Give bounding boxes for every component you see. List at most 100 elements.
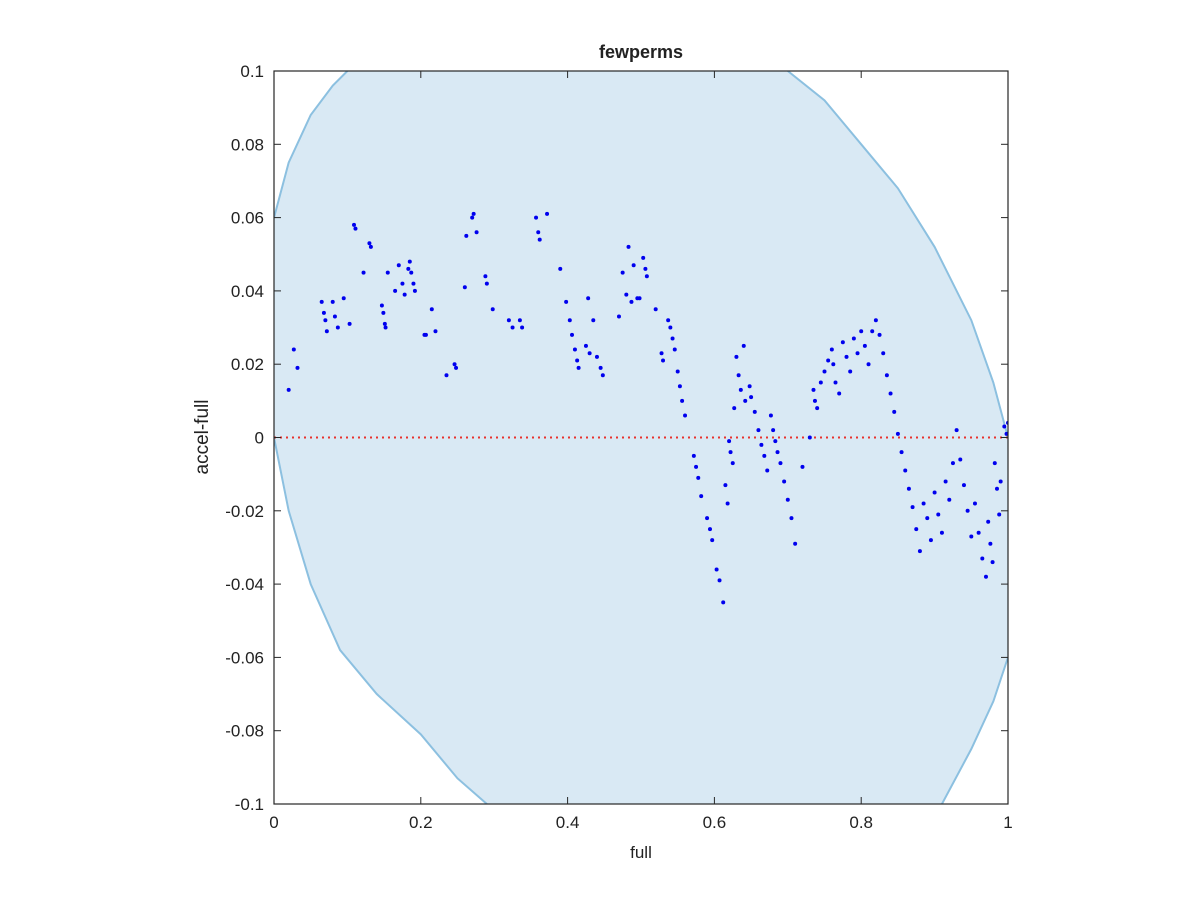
point — [347, 321, 352, 326]
point — [396, 263, 401, 268]
point — [330, 299, 335, 304]
point — [775, 450, 780, 455]
point — [768, 413, 773, 418]
point — [641, 255, 646, 260]
x-tick-label: 0.8 — [849, 813, 873, 832]
point — [696, 475, 701, 480]
point — [936, 512, 941, 517]
point — [653, 307, 658, 312]
point — [385, 270, 390, 275]
point — [379, 303, 384, 308]
point — [950, 461, 955, 466]
point — [707, 527, 712, 532]
point — [567, 318, 572, 323]
point — [600, 373, 605, 378]
point — [705, 516, 710, 521]
point — [862, 343, 867, 348]
point — [925, 516, 930, 521]
point — [352, 222, 357, 227]
point — [899, 450, 904, 455]
y-tick-label: 0 — [255, 429, 264, 448]
point — [728, 450, 733, 455]
point — [471, 211, 476, 216]
x-tick-label: 0.6 — [703, 813, 727, 832]
point — [624, 292, 629, 297]
point — [855, 351, 860, 356]
point — [866, 362, 871, 367]
point — [361, 270, 366, 275]
point — [406, 266, 411, 271]
point — [383, 325, 388, 330]
point — [741, 343, 746, 348]
point — [506, 318, 511, 323]
point — [928, 538, 933, 543]
point — [1004, 431, 1008, 436]
point — [759, 442, 764, 447]
point — [851, 336, 856, 341]
y-tick-label: -0.06 — [225, 648, 264, 667]
point — [591, 318, 596, 323]
point — [947, 497, 952, 502]
point — [474, 230, 479, 235]
point — [870, 329, 875, 334]
point — [793, 541, 798, 546]
point — [976, 530, 981, 535]
point — [583, 343, 588, 348]
point — [822, 369, 827, 374]
point — [903, 468, 908, 473]
point — [368, 244, 373, 249]
point — [677, 384, 682, 389]
x-tick-label: 0.4 — [556, 813, 580, 832]
point — [723, 483, 728, 488]
point — [771, 428, 776, 433]
point — [954, 428, 959, 433]
point — [429, 307, 434, 312]
point — [990, 560, 995, 565]
point — [710, 538, 715, 543]
point — [321, 310, 326, 315]
point — [575, 358, 580, 363]
point — [1002, 424, 1007, 429]
point — [661, 358, 666, 363]
point — [873, 318, 878, 323]
point — [335, 325, 340, 330]
point — [587, 351, 592, 356]
point — [812, 398, 817, 403]
point — [659, 351, 664, 356]
point — [998, 479, 1003, 484]
y-tick-label: -0.1 — [235, 795, 264, 814]
y-tick-label: 0.06 — [231, 209, 264, 228]
point — [743, 398, 748, 403]
x-tick-label: 0 — [269, 813, 278, 832]
point — [877, 332, 882, 337]
point — [986, 519, 991, 524]
point — [727, 439, 732, 444]
point — [969, 534, 974, 539]
point — [844, 354, 849, 359]
point — [749, 395, 754, 400]
point — [765, 468, 770, 473]
point — [564, 299, 569, 304]
point — [454, 365, 459, 370]
point — [961, 483, 966, 488]
point — [675, 369, 680, 374]
point — [747, 384, 752, 389]
point — [444, 373, 449, 378]
point — [510, 325, 515, 330]
point — [888, 391, 893, 396]
point — [756, 428, 761, 433]
x-tick-label: 0.2 — [409, 813, 433, 832]
point — [680, 398, 685, 403]
point — [643, 266, 648, 271]
region-edge — [274, 71, 349, 218]
point — [576, 365, 581, 370]
point — [785, 497, 790, 502]
y-tick-label: 0.1 — [240, 62, 264, 81]
point — [295, 365, 300, 370]
point — [694, 464, 699, 469]
point — [917, 549, 922, 554]
point — [666, 318, 671, 323]
point — [382, 321, 387, 326]
point — [789, 516, 794, 521]
point — [914, 527, 919, 532]
